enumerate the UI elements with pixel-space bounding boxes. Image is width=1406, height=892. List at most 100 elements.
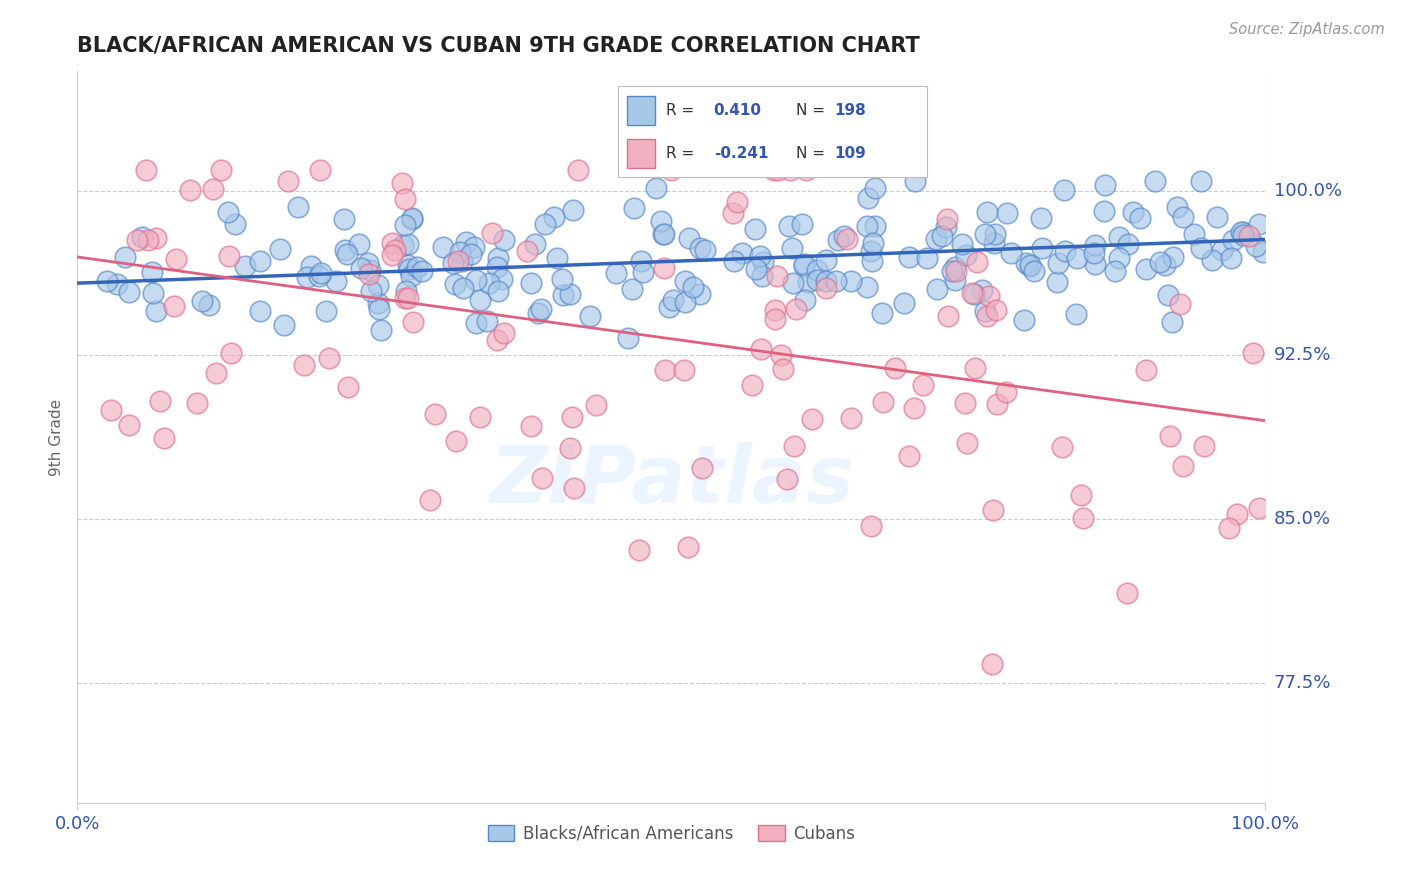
Point bbox=[725, 194, 748, 209]
Point bbox=[399, 268, 422, 283]
Point bbox=[1064, 307, 1087, 321]
Point bbox=[721, 205, 744, 219]
Point bbox=[1019, 260, 1042, 274]
Point bbox=[1108, 252, 1130, 266]
Point bbox=[1046, 275, 1069, 289]
Point bbox=[1173, 211, 1195, 225]
Point bbox=[1149, 255, 1171, 269]
Point bbox=[546, 252, 568, 266]
Point bbox=[494, 233, 516, 247]
Point bbox=[745, 261, 768, 276]
Point bbox=[524, 237, 547, 252]
Point bbox=[883, 361, 905, 376]
Point bbox=[561, 202, 583, 217]
Point bbox=[491, 272, 513, 286]
Point bbox=[1157, 287, 1180, 301]
Point bbox=[827, 234, 849, 248]
Point bbox=[778, 219, 800, 233]
Point bbox=[335, 247, 357, 261]
Point bbox=[794, 162, 817, 177]
Point bbox=[659, 162, 682, 177]
Point bbox=[477, 314, 499, 328]
Point bbox=[202, 182, 225, 196]
Point bbox=[763, 311, 786, 326]
Point bbox=[860, 253, 883, 268]
Point bbox=[780, 241, 803, 255]
Point bbox=[1192, 439, 1215, 453]
Point bbox=[863, 180, 886, 194]
Point bbox=[357, 255, 380, 269]
Point bbox=[690, 461, 713, 475]
Point bbox=[782, 276, 804, 290]
Point bbox=[217, 204, 239, 219]
Point bbox=[834, 229, 856, 244]
Point bbox=[1159, 428, 1181, 442]
Point bbox=[678, 231, 700, 245]
Point bbox=[367, 277, 389, 292]
Point bbox=[125, 233, 148, 247]
Point bbox=[543, 210, 565, 224]
Point bbox=[269, 243, 291, 257]
Point bbox=[486, 333, 509, 347]
Point bbox=[336, 380, 359, 394]
Point bbox=[562, 481, 585, 495]
Point bbox=[309, 266, 332, 280]
Point bbox=[904, 173, 927, 187]
Point bbox=[977, 289, 1000, 303]
Point bbox=[815, 253, 838, 268]
Point bbox=[935, 220, 957, 235]
Point bbox=[630, 254, 652, 268]
Point bbox=[1230, 225, 1253, 239]
Point bbox=[1182, 227, 1205, 241]
Point bbox=[1222, 233, 1244, 247]
Point bbox=[676, 540, 699, 554]
Point bbox=[585, 398, 607, 412]
Point bbox=[219, 346, 242, 360]
Point bbox=[118, 285, 141, 300]
Point bbox=[492, 326, 515, 340]
Point bbox=[943, 260, 966, 274]
Point bbox=[1153, 258, 1175, 272]
Point bbox=[953, 396, 976, 410]
Point bbox=[332, 211, 354, 226]
Point bbox=[1232, 227, 1254, 242]
Point bbox=[1116, 237, 1139, 252]
Point bbox=[898, 449, 921, 463]
Point bbox=[943, 273, 966, 287]
Point bbox=[325, 274, 347, 288]
Point bbox=[1241, 345, 1264, 359]
Point bbox=[658, 300, 681, 314]
Point bbox=[1066, 252, 1088, 266]
Point bbox=[444, 434, 467, 448]
Point bbox=[825, 274, 848, 288]
Point bbox=[1053, 183, 1076, 197]
Point bbox=[370, 322, 392, 336]
Point bbox=[945, 264, 967, 278]
Point bbox=[806, 273, 828, 287]
Point bbox=[406, 260, 429, 274]
Point bbox=[749, 342, 772, 356]
Point bbox=[856, 191, 879, 205]
Point bbox=[1129, 211, 1152, 225]
Point bbox=[911, 378, 934, 392]
Point bbox=[318, 351, 340, 366]
Point bbox=[1054, 244, 1077, 259]
Point bbox=[1211, 243, 1233, 257]
Point bbox=[1108, 229, 1130, 244]
Point bbox=[1253, 245, 1275, 260]
Point bbox=[970, 284, 993, 298]
Point bbox=[402, 315, 425, 329]
Point bbox=[218, 249, 240, 263]
Point bbox=[986, 397, 1008, 411]
Y-axis label: 9th Grade: 9th Grade bbox=[49, 399, 65, 475]
Point bbox=[561, 410, 583, 425]
Point bbox=[486, 260, 509, 275]
Point bbox=[1012, 313, 1035, 327]
Point bbox=[209, 162, 232, 177]
Point bbox=[396, 259, 419, 273]
Point bbox=[855, 219, 877, 234]
Point bbox=[941, 264, 963, 278]
Point bbox=[859, 244, 882, 258]
Point bbox=[620, 282, 643, 296]
Point bbox=[423, 407, 446, 421]
